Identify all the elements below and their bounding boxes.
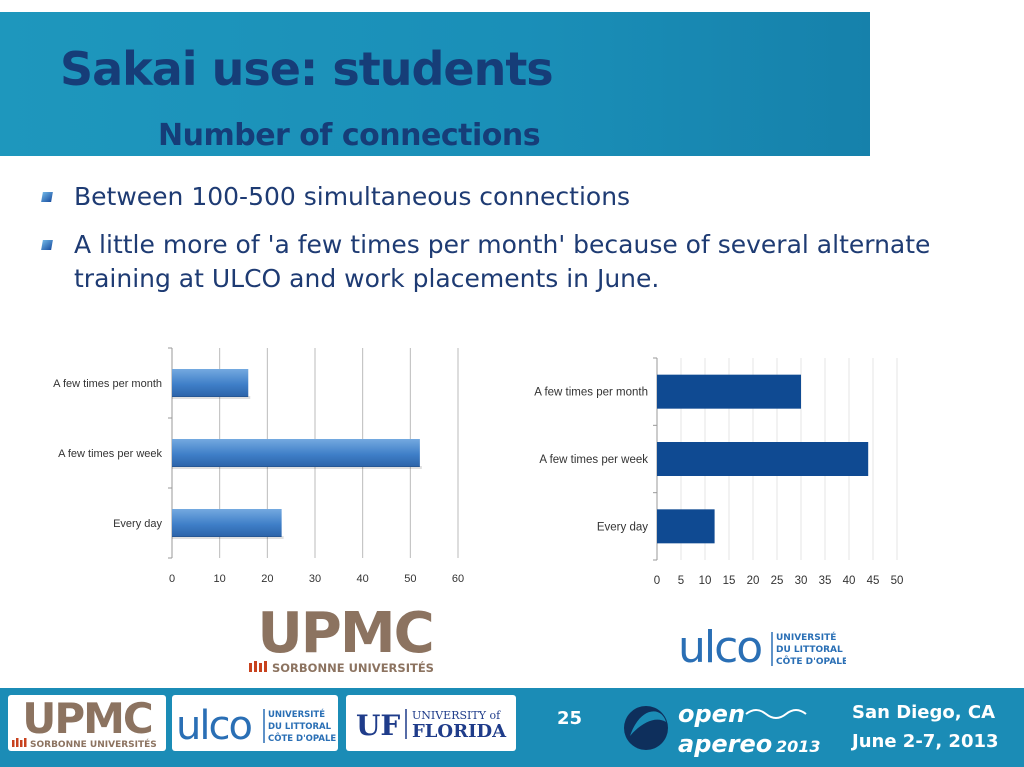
ulco-x-tick-label: 35 (819, 575, 832, 587)
upmc-x-tick-label: 10 (214, 573, 226, 585)
svg-text:UPMC: UPMC (22, 695, 152, 743)
slide-subtitle: Number of connections (158, 118, 541, 153)
bullet-marker-icon (41, 192, 53, 202)
ulco-x-tick-label: 25 (771, 575, 784, 587)
bullet-text: A little more of 'a few times per month'… (74, 230, 931, 293)
svg-text:2013: 2013 (776, 737, 821, 756)
uf-mark: UF (356, 709, 400, 742)
footer-ulco-logo: ulco UNIVERSITÉ DU LITTORAL CÔTE D'OPALE (172, 695, 338, 751)
upmc-x-tick-label: 20 (261, 573, 273, 585)
ulco-category-label: A few times per month (534, 387, 648, 399)
event-dates: June 2-7, 2013 (852, 731, 999, 752)
upmc-category-label: A few times per week (58, 448, 162, 460)
svg-text:UNIVERSITÉ: UNIVERSITÉ (268, 708, 325, 720)
footer-band: UPMC SORBONNE UNIVERSITÉS ulco UNIVERSIT… (0, 688, 1024, 767)
event-city: San Diego, CA (852, 702, 996, 723)
bullet-text: Between 100-500 simultaneous connections (74, 182, 631, 211)
bullet-item: Between 100-500 simultaneous connections (40, 180, 970, 214)
ulco-x-tick-label: 10 (699, 575, 712, 587)
upmc-bar-shadow (172, 536, 284, 539)
ulco-x-tick-label: 20 (747, 575, 760, 587)
ulco-x-tick-label: 15 (723, 575, 736, 587)
svg-text:SORBONNE UNIVERSITÉS: SORBONNE UNIVERSITÉS (30, 738, 157, 750)
upmc-category-label: Every day (113, 518, 162, 530)
bullet-list: Between 100-500 simultaneous connections… (40, 180, 970, 310)
upmc-x-tick-label: 30 (309, 573, 321, 585)
svg-text:ulco: ulco (176, 703, 251, 749)
svg-text:CÔTE D'OPALE: CÔTE D'OPALE (268, 732, 336, 744)
slide-title: Sakai use: students (60, 42, 554, 96)
event-info: San Diego, CA June 2-7, 2013 (852, 698, 1017, 756)
ulco-x-tick-label: 0 (654, 575, 660, 587)
ulco-category-label: A few times per week (539, 454, 648, 466)
upmc-x-tick-label: 50 (404, 573, 416, 585)
footer-upmc-logo: UPMC SORBONNE UNIVERSITÉS (8, 695, 166, 751)
upmc-logo: UPMC SORBONNE UNIVERSITÉS (245, 601, 445, 676)
footer-upmc-bars-icon (12, 738, 27, 747)
upmc-bar (172, 369, 249, 397)
upmc-x-tick-label: 40 (357, 573, 369, 585)
chart-upmc: 0 10 20 30 40 50 60 Every day A few times per we… (30, 340, 480, 590)
ulco-x-tick-label: 30 (795, 575, 808, 587)
chart-upmc-svg: 0 10 20 30 40 50 60 Every day A few times per we… (53, 347, 464, 585)
footer-uf-logo: UF UNIVERSITY of FLORIDA (346, 695, 516, 751)
svg-text:UNIVERSITY of: UNIVERSITY of (412, 709, 501, 722)
upmc-logo-text: UPMC (257, 602, 432, 666)
ulco-category-label: Every day (597, 521, 648, 533)
apereo-wave-icon (745, 709, 807, 719)
ulco-x-tick-label: 50 (891, 575, 904, 587)
ulco-bar (657, 509, 715, 544)
svg-text:FLORIDA: FLORIDA (412, 721, 507, 742)
ulco-x-tick-label: 5 (678, 575, 684, 587)
upmc-logo-bars-icon (249, 661, 267, 672)
upmc-bar-shadow (172, 396, 251, 399)
apereo-swirl-icon (624, 706, 668, 750)
chart-ulco: 0 5 10 15 20 25 30 35 40 45 50 Every day A few times… (505, 350, 915, 595)
ulco-logo: ulco UNIVERSITÉ DU LITTORAL CÔTE D'OPALE (676, 620, 848, 673)
upmc-bar-shadow (172, 466, 422, 469)
bullet-item: A little more of 'a few times per month'… (40, 228, 970, 296)
upmc-x-tick-label: 0 (169, 573, 175, 585)
svg-text:UNIVERSITÉ: UNIVERSITÉ (776, 631, 836, 643)
svg-text:apereo: apereo (678, 730, 772, 758)
upmc-category-label: A few times per month (53, 378, 162, 390)
upmc-x-tick-label: 60 (452, 573, 464, 585)
upmc-bar (172, 509, 282, 537)
svg-text:DU LITTORAL: DU LITTORAL (776, 645, 843, 655)
svg-text:DU LITTORAL: DU LITTORAL (268, 722, 332, 732)
upmc-logo-subtext: SORBONNE UNIVERSITÉS (272, 660, 434, 675)
page-number: 25 (557, 708, 583, 729)
chart-ulco-svg: 0 5 10 15 20 25 30 35 40 45 50 Every day A few times… (534, 357, 904, 587)
ulco-bar (657, 374, 801, 409)
bullet-marker-icon (41, 240, 53, 250)
svg-text:CÔTE D'OPALE: CÔTE D'OPALE (776, 655, 846, 667)
ulco-bar (657, 442, 869, 476)
title-band: Sakai use: students Number of connection… (0, 12, 870, 156)
ulco-x-tick-label: 40 (843, 575, 856, 587)
upmc-bar (172, 439, 420, 467)
ulco-logo-text: ulco (678, 622, 761, 670)
footer-apereo-logo: open apereo 2013 (618, 692, 838, 762)
ulco-x-tick-label: 45 (867, 575, 880, 587)
svg-text:open: open (678, 700, 745, 728)
